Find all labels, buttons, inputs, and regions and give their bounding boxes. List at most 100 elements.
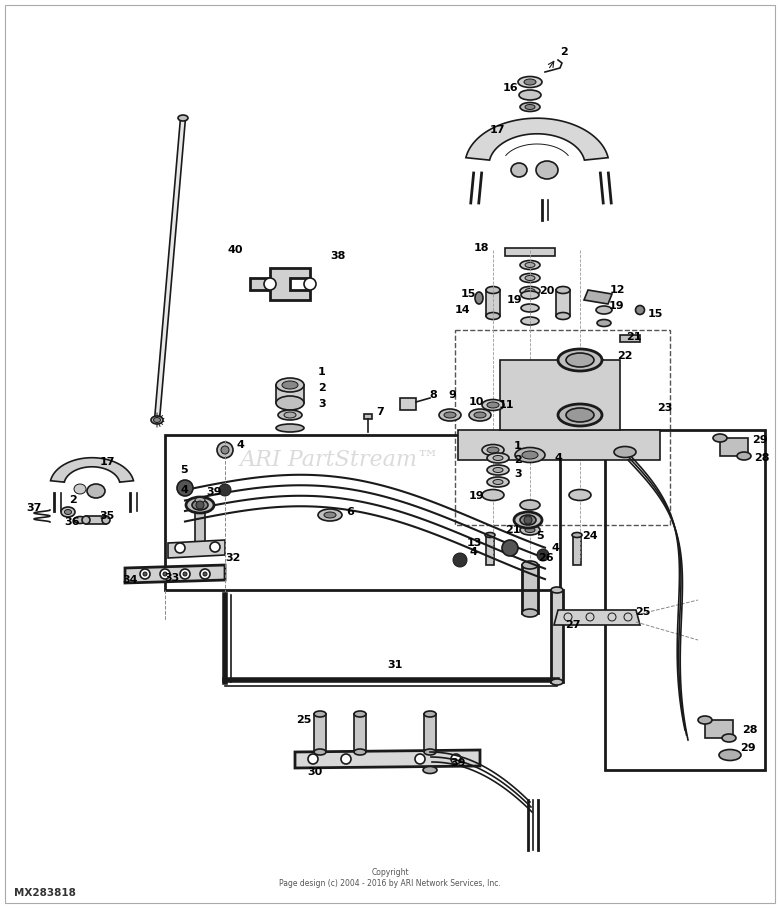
Circle shape (264, 278, 276, 290)
Polygon shape (168, 540, 225, 558)
Text: 18: 18 (473, 243, 489, 253)
Text: 19: 19 (468, 491, 484, 501)
Ellipse shape (569, 490, 591, 501)
Circle shape (163, 572, 167, 576)
Text: 27: 27 (566, 620, 581, 630)
Ellipse shape (192, 500, 208, 510)
Text: 4: 4 (180, 485, 188, 495)
Circle shape (200, 569, 210, 579)
Text: 4: 4 (236, 440, 244, 450)
Bar (354, 714, 366, 752)
Ellipse shape (525, 276, 535, 280)
Ellipse shape (486, 312, 500, 319)
Ellipse shape (566, 408, 594, 422)
Ellipse shape (522, 609, 538, 617)
Ellipse shape (536, 161, 558, 179)
Text: 11: 11 (498, 400, 514, 410)
Ellipse shape (520, 287, 540, 296)
Ellipse shape (74, 484, 86, 494)
Ellipse shape (485, 532, 495, 538)
Text: 19: 19 (506, 295, 522, 305)
Ellipse shape (482, 490, 504, 501)
Ellipse shape (284, 412, 296, 418)
Text: 26: 26 (538, 553, 554, 563)
Circle shape (451, 754, 461, 764)
Ellipse shape (520, 515, 536, 525)
Text: 3: 3 (514, 469, 522, 479)
Bar (314, 714, 326, 752)
Text: 35: 35 (99, 511, 115, 521)
Polygon shape (295, 750, 480, 768)
Text: 37: 37 (27, 503, 41, 513)
Bar (720, 438, 748, 456)
Ellipse shape (556, 287, 570, 294)
Text: 4: 4 (554, 453, 562, 463)
Text: 31: 31 (388, 660, 402, 670)
Circle shape (341, 754, 351, 764)
Circle shape (524, 516, 532, 524)
Ellipse shape (596, 306, 612, 314)
Text: 30: 30 (307, 767, 323, 777)
Bar (522, 565, 538, 613)
Text: 23: 23 (658, 403, 672, 413)
Ellipse shape (439, 409, 461, 421)
Ellipse shape (521, 317, 539, 325)
Text: 1: 1 (318, 367, 326, 377)
Ellipse shape (82, 516, 90, 524)
Bar (486, 535, 494, 565)
Ellipse shape (424, 711, 436, 717)
Text: 22: 22 (617, 351, 633, 361)
Text: 3: 3 (318, 399, 326, 409)
Ellipse shape (482, 444, 504, 456)
Ellipse shape (354, 711, 366, 717)
Text: 17: 17 (489, 125, 505, 135)
Text: 2: 2 (560, 47, 568, 57)
Text: 24: 24 (582, 531, 597, 541)
Ellipse shape (520, 525, 540, 535)
Polygon shape (500, 360, 620, 430)
Circle shape (183, 572, 187, 576)
Polygon shape (51, 458, 133, 482)
Text: 2: 2 (69, 495, 77, 505)
Polygon shape (458, 430, 660, 460)
Text: 5: 5 (536, 531, 544, 541)
Text: 36: 36 (64, 517, 80, 527)
Polygon shape (466, 118, 608, 160)
Text: 14: 14 (454, 305, 470, 315)
Text: 28: 28 (754, 453, 770, 463)
Circle shape (308, 754, 318, 764)
Circle shape (160, 569, 170, 579)
Ellipse shape (314, 711, 326, 717)
Ellipse shape (493, 480, 503, 484)
Bar (195, 500, 205, 545)
Ellipse shape (195, 498, 205, 502)
Text: 29: 29 (740, 743, 756, 753)
Ellipse shape (511, 163, 527, 177)
Ellipse shape (486, 287, 500, 294)
Text: 25: 25 (636, 607, 651, 617)
Circle shape (537, 549, 549, 561)
Ellipse shape (61, 507, 75, 517)
Ellipse shape (186, 497, 214, 513)
Bar (573, 535, 581, 565)
Text: 9: 9 (448, 390, 456, 400)
Text: 4: 4 (551, 543, 559, 553)
Text: 40: 40 (227, 245, 243, 255)
Bar (424, 714, 436, 752)
Ellipse shape (514, 512, 542, 528)
Text: 2: 2 (318, 383, 326, 393)
Text: Copyright
Page design (c) 2004 - 2016 by ARI Network Services, Inc.: Copyright Page design (c) 2004 - 2016 by… (279, 868, 501, 887)
Text: 5: 5 (180, 465, 188, 475)
Text: 10: 10 (468, 397, 484, 407)
Ellipse shape (276, 396, 304, 410)
Ellipse shape (151, 416, 163, 424)
Ellipse shape (558, 404, 602, 426)
Circle shape (221, 446, 229, 454)
Circle shape (502, 540, 518, 556)
Text: 28: 28 (743, 725, 757, 735)
Ellipse shape (520, 500, 540, 510)
Ellipse shape (614, 447, 636, 458)
Ellipse shape (515, 448, 545, 462)
Circle shape (180, 569, 190, 579)
Bar (400, 398, 416, 410)
